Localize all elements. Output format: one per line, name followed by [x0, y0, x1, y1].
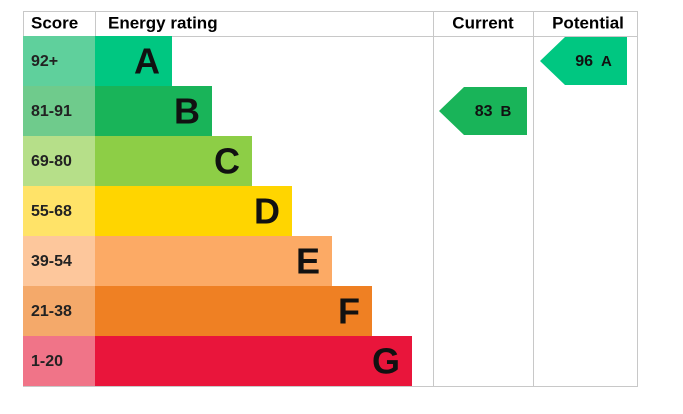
potential-indicator: 96 A: [540, 37, 627, 85]
score-label: 81-91: [31, 103, 72, 120]
score-label: 55-68: [31, 203, 72, 220]
score-cell: [23, 36, 95, 86]
current-letter: B: [501, 103, 512, 120]
rating-bar: [95, 86, 212, 136]
current-value: 83: [475, 103, 493, 120]
current-indicator: 83 B: [439, 87, 527, 135]
rating-bar: [95, 286, 372, 336]
score-label: 1-20: [31, 353, 63, 370]
rating-bar: [95, 336, 412, 386]
rating-bar: [95, 236, 332, 286]
rating-letter: F: [338, 291, 360, 332]
score-cell: [23, 86, 95, 136]
header-rating: Energy rating: [108, 13, 218, 32]
rating-letter: B: [174, 91, 200, 132]
header-score: Score: [31, 13, 78, 32]
score-label: 69-80: [31, 153, 72, 170]
score-label: 21-38: [31, 303, 72, 320]
rating-bar: [95, 136, 252, 186]
score-cell: [23, 136, 95, 186]
rating-letter: E: [296, 241, 320, 282]
score-cell: [23, 236, 95, 286]
score-cell: [23, 286, 95, 336]
potential-letter: A: [601, 53, 612, 70]
rating-arrow: [540, 37, 627, 85]
score-cell: [23, 336, 95, 386]
rating-bar: [95, 186, 292, 236]
rating-arrow: [439, 87, 527, 135]
header-potential: Potential: [552, 13, 624, 32]
potential-value: 96: [575, 53, 593, 70]
rating-letter: A: [134, 41, 160, 82]
rating-letter: D: [254, 191, 280, 232]
header-current: Current: [452, 13, 514, 32]
score-label: 39-54: [31, 253, 72, 270]
rating-bar: [95, 36, 172, 86]
rating-letter: G: [372, 341, 400, 382]
score-cell: [23, 186, 95, 236]
score-label: 92+: [31, 53, 58, 70]
rating-letter: C: [214, 141, 240, 182]
